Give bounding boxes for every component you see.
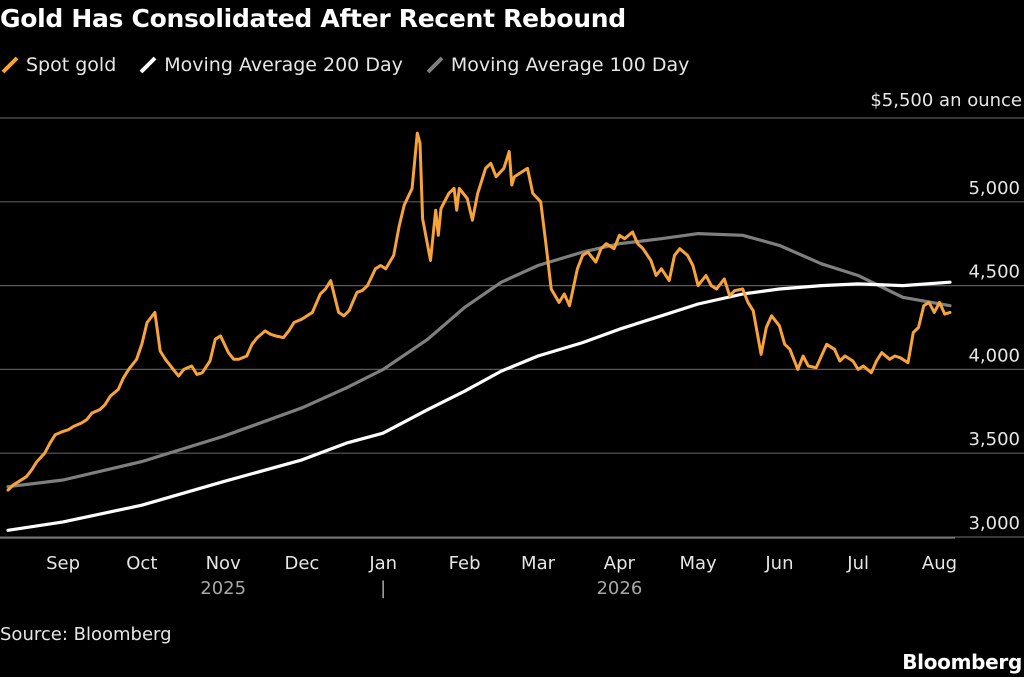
x-tick-label: Nov: [206, 553, 241, 574]
legend-swatch-spot-gold: [0, 55, 20, 75]
y-tick-label: 4,000: [968, 345, 1020, 366]
x-year-label: |: [380, 578, 386, 599]
x-axis: Sep Oct Nov Dec Jan Feb Mar Apr May Jun Jul Aug 2025…: [0, 537, 957, 599]
series-line-spot-gold: [6, 131, 952, 492]
y-axis-ticks: 3,000 3,500 4,000 4,500 5,000: [968, 178, 1020, 534]
x-year-label: 2026: [596, 578, 642, 599]
x-tick-label: Jan: [368, 553, 397, 574]
legend-label-spot-gold: Spot gold: [26, 54, 117, 76]
legend-swatch-ma200: [138, 55, 158, 75]
x-tick-label: Aug: [922, 553, 957, 574]
y-axis-unit-label: $5,500 an ounce: [870, 90, 1022, 111]
brand-logo: Bloomberg: [902, 650, 1022, 674]
x-tick-label: Feb: [449, 553, 481, 574]
legend-swatch-ma100: [425, 55, 445, 75]
y-tick-label: 5,000: [968, 178, 1020, 199]
legend-label-ma200: Moving Average 200 Day: [164, 54, 403, 76]
x-year-label: 2025: [200, 578, 246, 599]
legend-item-ma100: Moving Average 100 Day: [425, 54, 690, 76]
source-note: Source: Bloomberg: [0, 624, 172, 645]
series-lines: [6, 131, 952, 532]
legend-item-spot-gold: Spot gold: [0, 54, 116, 76]
y-tick-label: 4,500: [968, 262, 1020, 283]
legend-label-ma100: Moving Average 100 Day: [450, 54, 690, 76]
series-line-ma200: [6, 280, 952, 532]
x-tick-label: May: [679, 553, 717, 574]
series-line-ma100: [6, 232, 952, 489]
chart-title: Gold Has Consolidated After Recent Rebou…: [0, 4, 626, 33]
y-tick-label: 3,500: [968, 429, 1020, 450]
x-tick-label: Oct: [126, 553, 157, 574]
legend: Spot gold Moving Average 200 Day Moving …: [0, 52, 711, 78]
x-tick-label: Jul: [846, 553, 869, 574]
y-tick-label: 3,000: [968, 513, 1020, 534]
legend-item-ma200: Moving Average 200 Day: [138, 54, 403, 76]
x-tick-label: Dec: [284, 553, 319, 574]
x-tick-label: Jun: [764, 553, 793, 574]
x-tick-label: Apr: [604, 553, 636, 574]
x-tick-label: Mar: [521, 553, 556, 574]
x-tick-label: Sep: [46, 553, 80, 574]
